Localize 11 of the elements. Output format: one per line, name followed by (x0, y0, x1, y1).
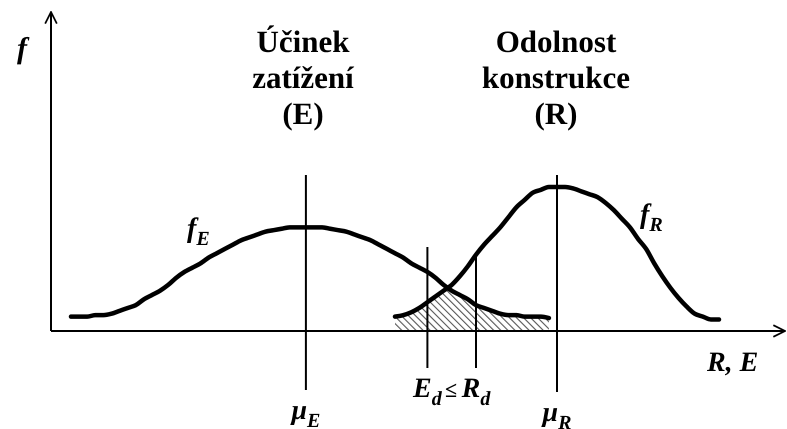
text: Účinek zatížení (E) (252, 24, 354, 131)
series-label: f$_{E}$ (187, 213, 210, 250)
x-tick-label: R$_{d}$ (460, 373, 492, 410)
series-label: f$_{R}$ (640, 199, 663, 236)
y-axis-title: f (17, 32, 30, 65)
x-tick-label: μ$_{E}$ (289, 395, 320, 429)
x-tick-label: μ$_{R}$ (540, 397, 572, 429)
x-axis-title: R, E (706, 347, 758, 378)
x-tick-label: E$_{d}$ (412, 373, 443, 410)
text: ≤ (444, 377, 458, 402)
text: Odolnost konstrukce (R) (482, 24, 630, 131)
